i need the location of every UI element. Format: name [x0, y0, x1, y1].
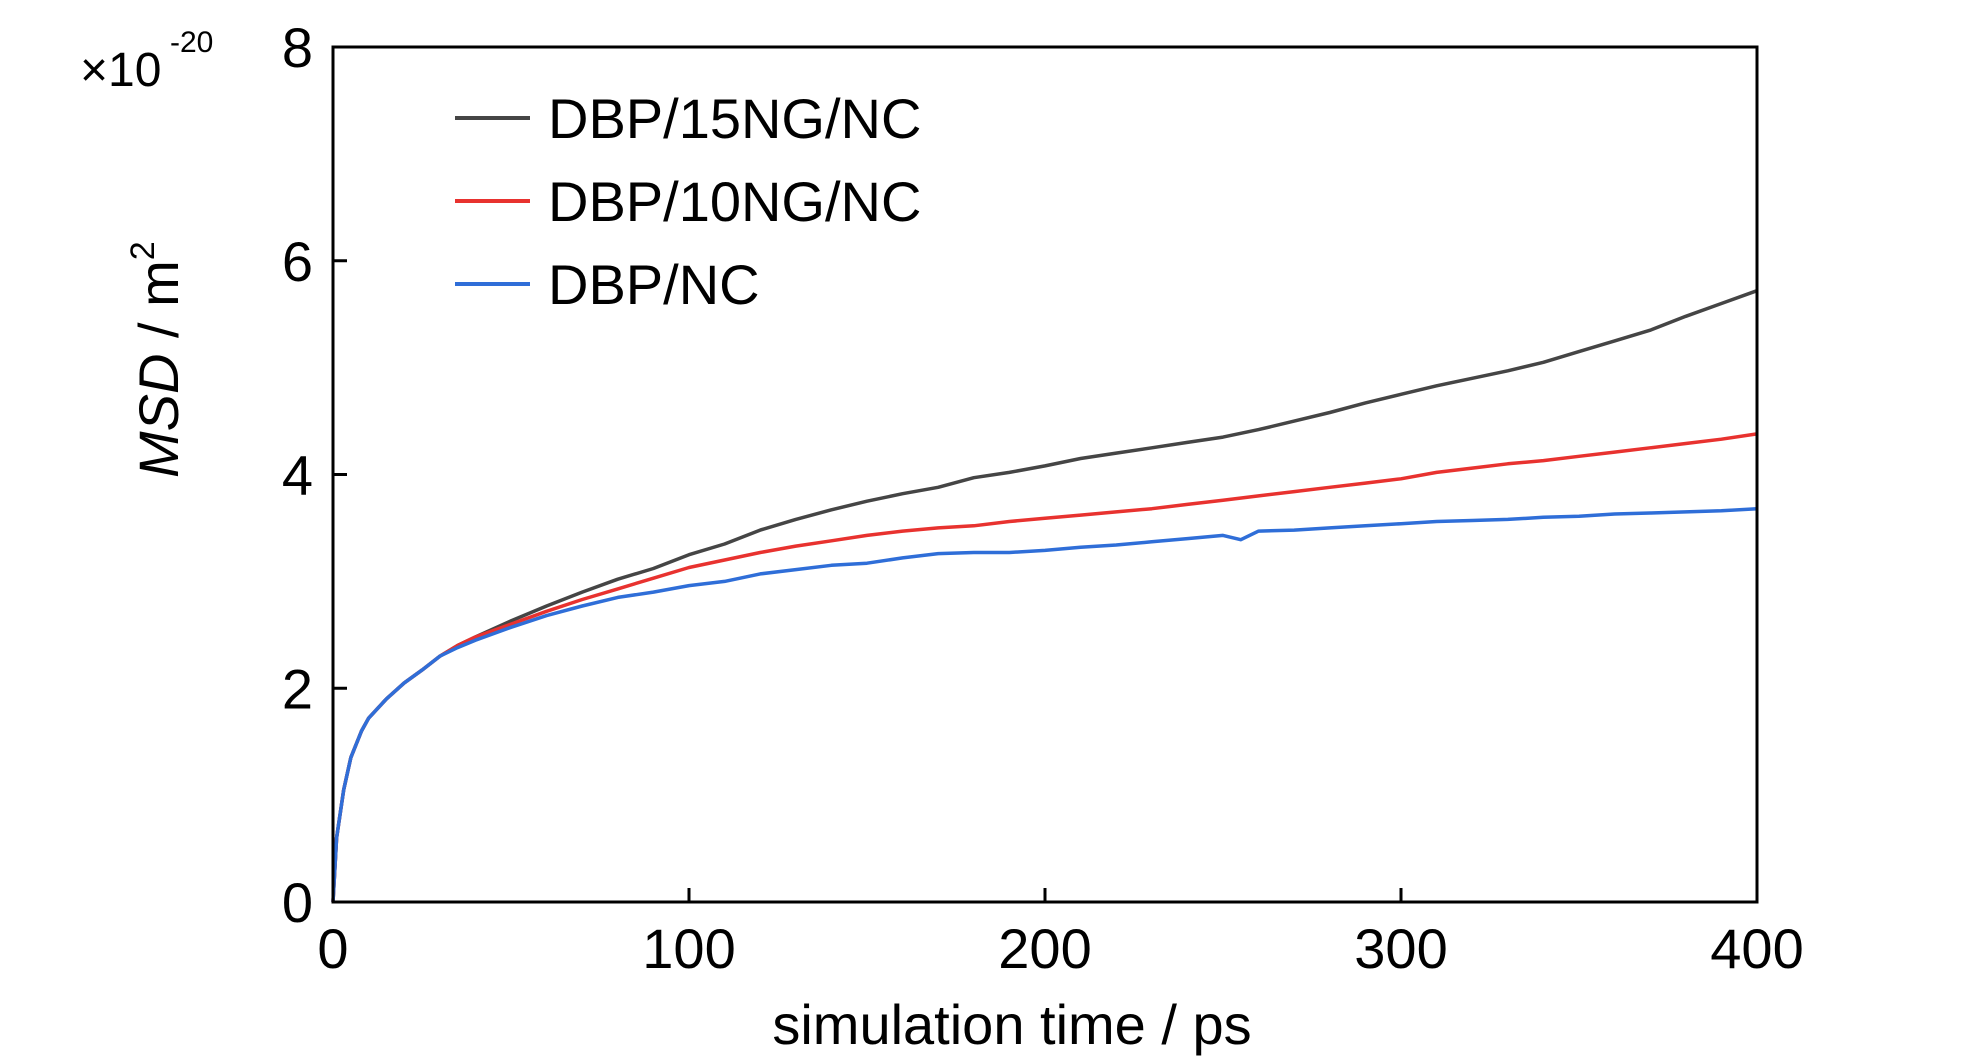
svg-text:MSD / m2: MSD / m2 [124, 241, 190, 478]
x-tick-label-4: 400 [1710, 917, 1803, 980]
y-multiplier-base: ×10 [80, 44, 161, 97]
y-axis-title-italic: MSD [127, 354, 190, 478]
y-tick-label-3: 6 [282, 230, 313, 293]
y-multiplier: ×10 -20 [80, 26, 213, 97]
series-line-1 [331, 432, 1758, 903]
y-axis-title-superscript: 2 [124, 241, 162, 260]
y-tick-label-1: 2 [282, 657, 313, 720]
y-tick-label-2: 4 [282, 444, 313, 507]
y-tick-label-0: 0 [282, 871, 313, 934]
legend-label-1: DBP/10NG/NC [548, 170, 921, 233]
y-axis-title: MSD / m2 [124, 241, 190, 478]
plot-series-group [331, 289, 1758, 903]
series-line-2 [331, 506, 1758, 903]
series-line-0 [331, 289, 1758, 903]
legend: DBP/15NG/NC DBP/10NG/NC DBP/NC [455, 87, 921, 316]
legend-label-0: DBP/15NG/NC [548, 87, 921, 150]
x-tick-label-0: 0 [317, 917, 348, 980]
tick-labels-group: 0 100 200 300 400 0 2 4 6 8 [282, 16, 1804, 980]
y-axis-title-unit: / m [127, 260, 190, 353]
plot-frame [331, 45, 1759, 904]
x-tick-label-2: 200 [998, 917, 1091, 980]
x-axis-title: simulation time / ps [772, 993, 1251, 1056]
ticks-group [331, 45, 1759, 904]
x-tick-label-1: 100 [642, 917, 735, 980]
legend-label-2: DBP/NC [548, 253, 760, 316]
y-multiplier-exponent: -20 [170, 26, 213, 59]
x-tick-label-3: 300 [1354, 917, 1447, 980]
y-tick-label-4: 8 [282, 16, 313, 79]
